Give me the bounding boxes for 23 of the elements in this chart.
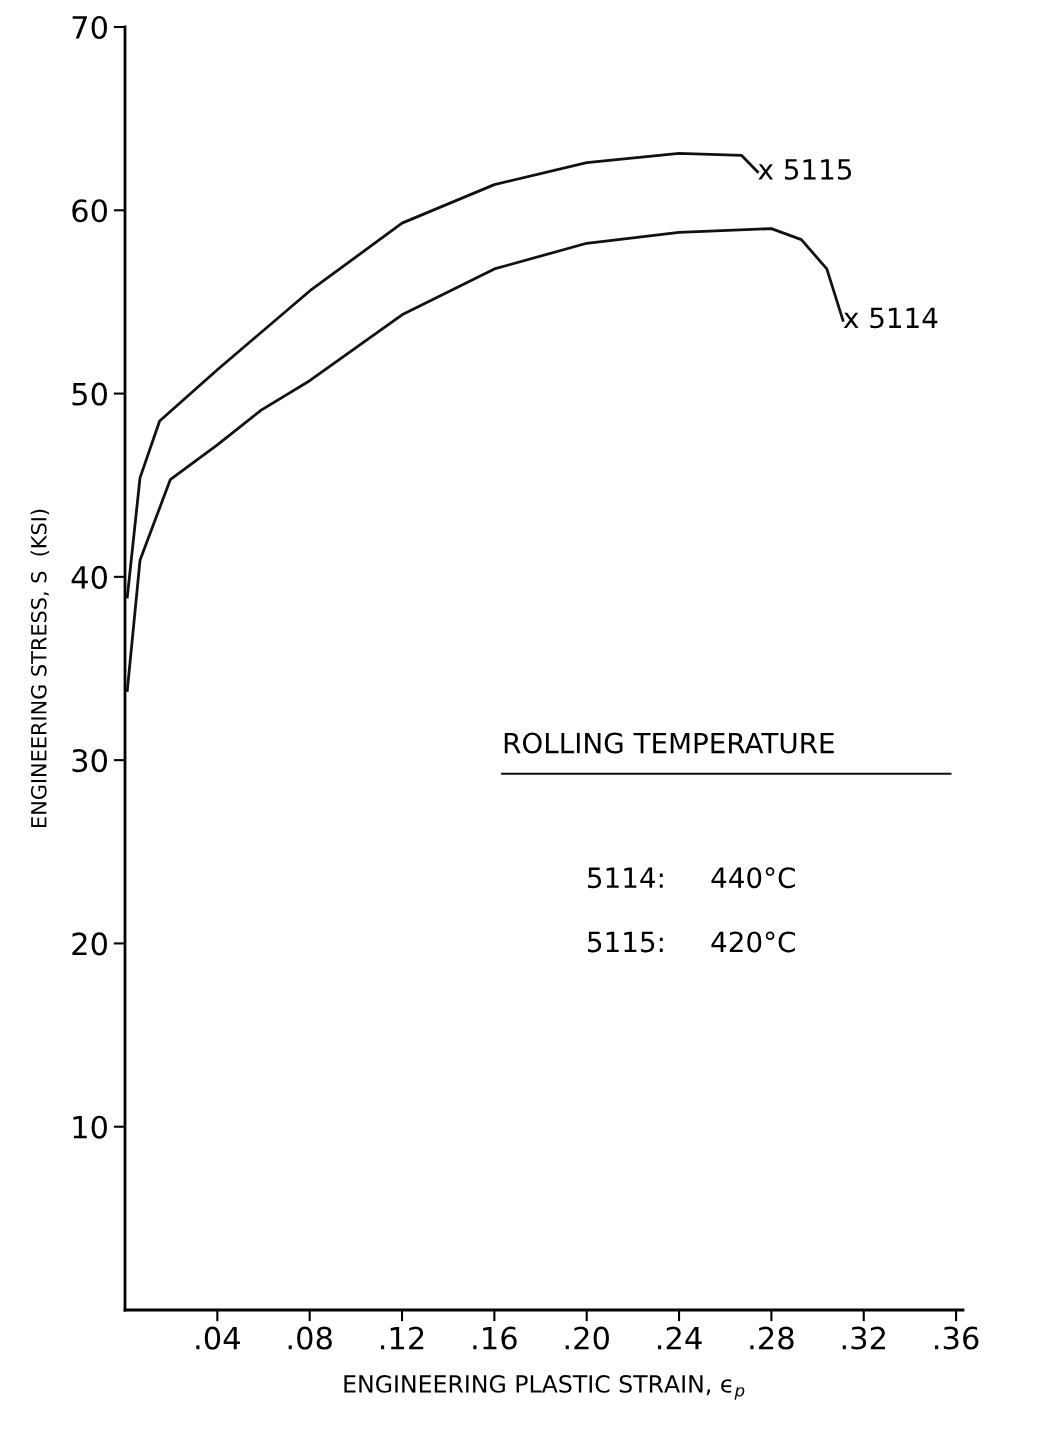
x-tick-label: .32	[842, 1326, 885, 1350]
annotation: 5114: 440°C	[588, 867, 795, 889]
y-axis-title: ENGINEERING STRESS, S (KSI)	[30, 509, 50, 827]
x-tick-label: .28	[750, 1326, 794, 1350]
x-tick-label: .24	[658, 1326, 702, 1350]
annotation: ROLLING TEMPERATURE	[504, 732, 834, 754]
y-tick-label: 30	[72, 749, 107, 773]
x-tick-label: .08	[288, 1326, 332, 1350]
y-tick-label: 40	[71, 565, 107, 589]
x-axis-title: ENGINEERING PLASTIC STRAIN, ϵ$_{p}$	[344, 1374, 745, 1400]
x-tick-label: .20	[565, 1326, 609, 1350]
annotation: x 5115	[758, 159, 852, 180]
annotation: x 5114	[843, 307, 938, 329]
y-tick-label: 10	[73, 1115, 107, 1139]
y-tick-label: 50	[72, 382, 107, 406]
y-tick-label: 60	[72, 199, 107, 223]
y-tick-label: 70	[72, 15, 107, 40]
x-tick-label: .12	[380, 1326, 424, 1350]
y-tick-label: 20	[72, 932, 107, 956]
x-tick-label: .16	[473, 1326, 517, 1350]
annotation: 5115: 420°C	[588, 931, 795, 953]
x-tick-label: .36	[935, 1326, 979, 1350]
x-tick-label: .04	[196, 1326, 240, 1350]
